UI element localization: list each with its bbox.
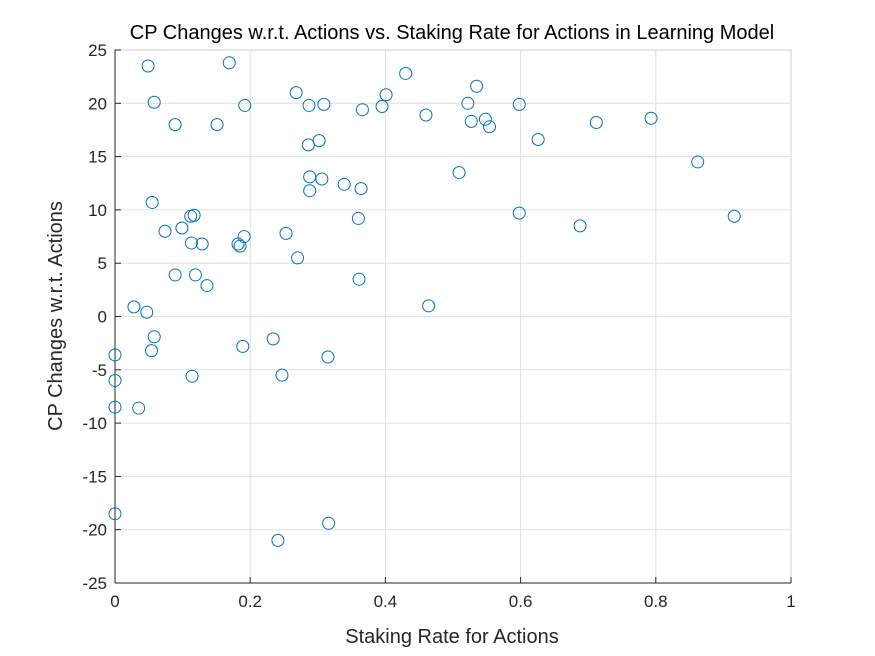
data-point <box>321 350 335 364</box>
data-point <box>727 209 741 223</box>
data-point <box>303 170 317 184</box>
x-tick-label: 0.2 <box>238 592 262 611</box>
data-point <box>291 251 305 265</box>
data-point <box>231 237 245 251</box>
data-point <box>644 111 658 125</box>
data-point <box>108 373 122 387</box>
y-tick-label: -10 <box>82 414 107 433</box>
data-point <box>589 115 603 129</box>
data-point <box>271 533 285 547</box>
data-point <box>147 95 161 109</box>
data-point <box>478 112 492 126</box>
data-point <box>322 516 336 530</box>
data-point <box>302 98 316 112</box>
data-point <box>422 299 436 313</box>
data-point <box>470 79 484 93</box>
data-point <box>275 368 289 382</box>
y-tick-label: 15 <box>88 148 107 167</box>
y-tick-label: 25 <box>88 41 107 60</box>
y-tick-label: 0 <box>98 308 107 327</box>
data-point <box>266 332 280 346</box>
data-point <box>185 369 199 383</box>
data-point <box>303 184 317 198</box>
x-tick-label: 0.8 <box>644 592 668 611</box>
data-point <box>147 330 161 344</box>
data-point <box>531 133 545 147</box>
data-point <box>355 103 369 117</box>
data-point <box>354 182 368 196</box>
data-point <box>145 195 159 209</box>
data-point <box>317 97 331 111</box>
data-point <box>512 206 526 220</box>
data-point <box>222 56 236 70</box>
x-tick-label: 0.6 <box>509 592 533 611</box>
data-point <box>108 348 122 362</box>
data-point <box>210 118 224 132</box>
chart-title: CP Changes w.r.t. Actions vs. Staking Ra… <box>130 22 774 44</box>
data-point <box>141 59 155 73</box>
data-point <box>195 237 209 251</box>
data-point <box>168 268 182 282</box>
data-point <box>691 155 705 169</box>
data-point <box>158 224 172 238</box>
x-tick-label: 0 <box>110 592 119 611</box>
data-point <box>512 97 526 111</box>
data-point <box>573 219 587 233</box>
data-point <box>108 507 122 521</box>
data-point <box>399 66 413 80</box>
data-point <box>375 99 389 113</box>
data-point <box>419 108 433 122</box>
data-point <box>187 208 201 222</box>
data-point <box>168 118 182 132</box>
y-tick-label: -25 <box>82 574 107 593</box>
y-tick-label: -5 <box>92 361 107 380</box>
data-point <box>233 239 247 253</box>
data-point <box>188 268 202 282</box>
data-point <box>108 400 122 414</box>
data-point <box>452 166 466 180</box>
y-tick-label: 10 <box>88 201 107 220</box>
data-point <box>279 226 293 240</box>
x-axis-label: Staking Rate for Actions <box>345 626 558 648</box>
data-point <box>145 344 159 358</box>
data-point <box>127 300 141 314</box>
data-point <box>175 221 189 235</box>
data-point <box>351 211 365 225</box>
axes: 0 0.2 0.4 0.6 0.8 1 -25 -20 -15 -10 -5 0 5 10 15 20 25 <box>82 41 795 611</box>
data-point <box>184 236 198 250</box>
x-tick-label: 0.4 <box>374 592 398 611</box>
data-point <box>315 172 329 186</box>
data-point <box>464 114 478 128</box>
y-tick-label: -15 <box>82 467 107 486</box>
x-tick-label: 1 <box>786 592 795 611</box>
data-point <box>236 339 250 353</box>
data-point <box>140 305 154 319</box>
data-point <box>301 138 315 152</box>
data-point <box>238 98 252 112</box>
data-point <box>483 120 497 134</box>
data-point <box>352 272 366 286</box>
data-point <box>132 401 146 415</box>
y-tick-label: -20 <box>82 521 107 540</box>
data-point <box>379 88 393 102</box>
data-point <box>200 279 214 293</box>
data-points <box>108 56 741 547</box>
data-point <box>461 96 475 110</box>
data-point <box>337 177 351 191</box>
y-tick-label: 5 <box>98 254 107 273</box>
y-axis-label: CP Changes w.r.t. Actions <box>45 201 67 431</box>
data-point <box>289 86 303 100</box>
y-tick-label: 20 <box>88 94 107 113</box>
